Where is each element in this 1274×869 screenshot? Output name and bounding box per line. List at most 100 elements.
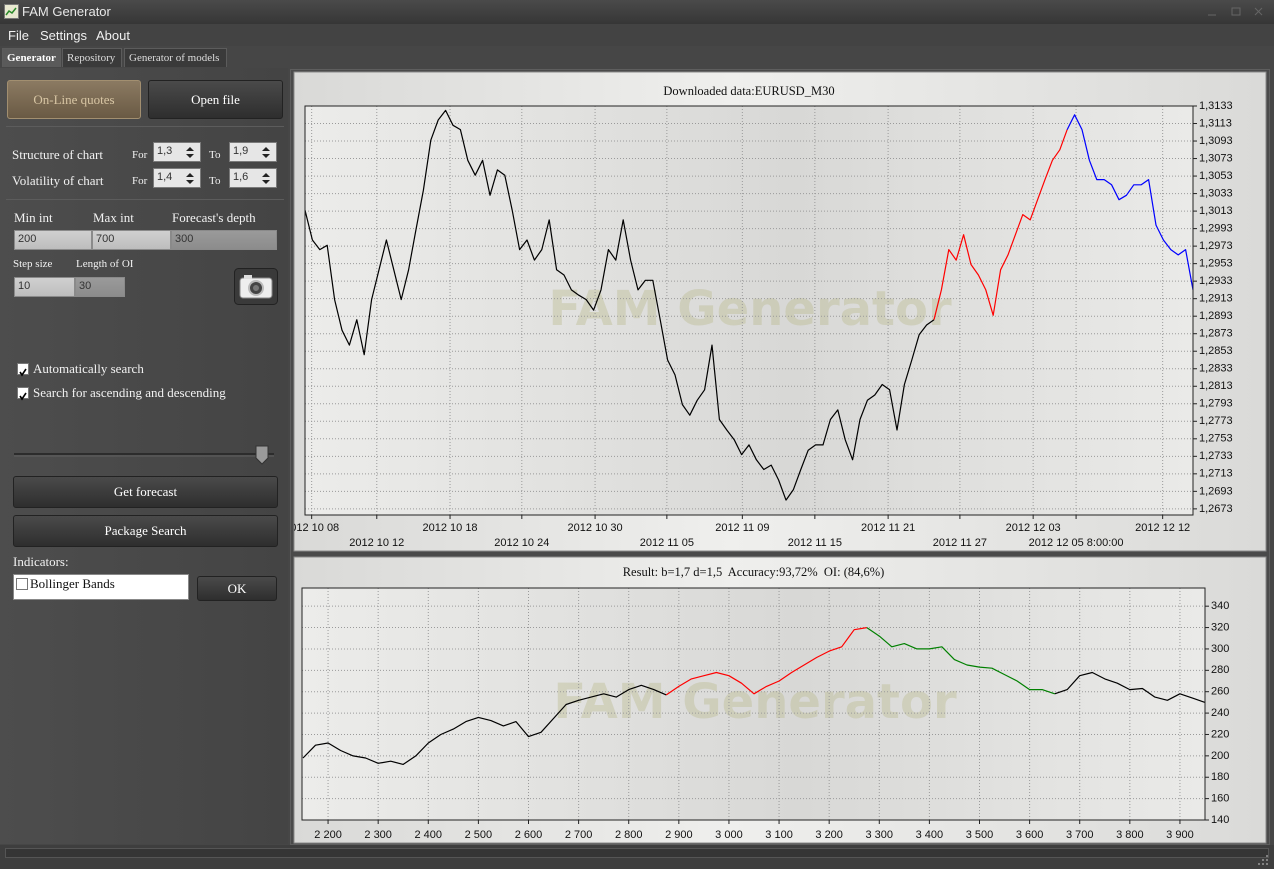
checkbox-label: Bollinger Bands [30,576,115,591]
y-tick-label: 1,3053 [1199,170,1233,182]
x-tick-label: 3 000 [715,829,743,841]
y-tick-label: 1,2893 [1199,310,1233,322]
y-tick-label: 280 [1211,664,1229,676]
x-tick-label: 2012 12 05 8:00:00 [1029,537,1124,549]
x-tick-label: 2 900 [665,829,693,841]
watermark: FAM Generator [548,281,952,337]
checkbox-graphic [17,582,27,592]
x-tick-label: 2012 10 24 [494,537,549,549]
y-tick-label: 1,2793 [1199,398,1233,410]
x-tick-label: 2012 10 08 [290,522,339,534]
tab[interactable]: Repository [62,48,122,67]
y-tick-label: 160 [1211,793,1229,805]
spin-input[interactable]: 1,9 [229,142,277,162]
checkbox-label: Search for ascending and descending [33,385,226,400]
y-tick-label: 1,2933 [1199,275,1233,287]
checkbox[interactable] [17,363,29,377]
progress-bar [5,848,1269,858]
chart-title: Result: b=1,7 d=1,5 Accuracy:93,72% OI: … [623,565,885,579]
text-input[interactable]: 10 [14,277,75,297]
spin-input[interactable]: 1,3 [153,142,201,162]
menu-item[interactable]: Settings [40,28,87,43]
x-tick-label: 2012 12 12 [1135,522,1190,534]
x-tick-label: 3 500 [966,829,994,841]
plot-area [302,588,1205,820]
chart-title: Downloaded data:EURUSD_M30 [663,84,834,98]
slider[interactable] [12,444,278,466]
text-input[interactable]: 700 [92,230,171,250]
tab[interactable]: Generator of models [124,48,227,67]
x-tick-label: 2 300 [364,829,392,841]
checkbox-graphic [19,368,27,377]
price-line [933,129,1068,320]
x-tick-label: 2 500 [465,829,493,841]
online-quotes-button[interactable]: On-Line quotes [7,80,141,119]
text-input[interactable]: 300 [171,230,277,250]
watermark: FAM Generator [553,674,957,730]
x-tick-label: 2 800 [615,829,643,841]
y-tick-label: 1,2753 [1199,433,1233,445]
y-tick-label: 140 [1211,814,1229,826]
label: To [209,149,221,161]
x-tick-label: 2012 11 15 [788,537,842,549]
x-tick-label: 3 800 [1116,829,1144,841]
x-tick-label: 2012 12 03 [1006,522,1061,534]
indicator-list[interactable] [13,574,189,600]
x-tick-label: 2012 11 21 [861,522,915,534]
x-tick-label: 2012 11 27 [933,537,987,549]
window-controls[interactable] [1200,6,1270,18]
menu-item[interactable]: About [96,28,130,43]
label: Structure of chart [12,147,103,162]
resize-grip[interactable] [1256,853,1270,867]
text-input[interactable]: 30 [75,277,125,297]
label: Indicators: [13,554,69,569]
snapshot-button[interactable] [234,268,278,305]
spin-input[interactable]: 1,4 [153,168,201,188]
x-tick-label: 2012 10 12 [349,537,404,549]
app-icon [4,4,19,19]
y-tick-label: 1,2713 [1199,468,1233,480]
checkbox[interactable] [16,578,28,590]
y-tick-label: 220 [1211,728,1229,740]
y-tick-label: 1,2953 [1199,258,1233,270]
x-tick-label: 3 700 [1066,829,1094,841]
menu-item[interactable]: File [8,28,29,43]
y-tick-label: 1,3093 [1199,135,1233,147]
x-tick-label: 2012 11 09 [715,522,769,534]
x-tick-label: 2012 11 05 [640,537,694,549]
y-tick-label: 320 [1211,621,1229,633]
y-tick-label: 1,2973 [1199,240,1233,252]
spin-input[interactable]: 1,6 [229,168,277,188]
label: Volatility of chart [12,173,104,188]
x-tick-label: 3 400 [916,829,944,841]
check-mark [19,392,27,401]
x-tick-label: 3 900 [1166,829,1194,841]
ok-button[interactable]: OK [197,576,277,601]
text-input[interactable]: 200 [14,230,92,250]
y-tick-label: 1,3113 [1199,117,1232,129]
package-search-button[interactable]: Package Search [13,515,278,547]
open-file-button[interactable]: Open file [148,80,283,119]
x-tick-label: 2012 10 18 [423,522,478,534]
y-tick-label: 1,2873 [1199,328,1233,340]
y-tick-label: 300 [1211,643,1229,655]
label: Forecast's depth [172,210,256,225]
y-tick-label: 200 [1211,750,1229,762]
checkbox[interactable] [17,387,29,401]
x-tick-label: 3 300 [866,829,894,841]
price-line [304,109,935,501]
input-value: 1,4 [157,171,173,183]
y-tick-label: 1,3013 [1199,205,1233,217]
price-line [1066,114,1194,291]
charts: Downloaded data:EURUSD_M30 FAM Generator 1… [290,71,1267,844]
x-tick-label: 3 200 [815,829,843,841]
y-tick-label: 260 [1211,686,1229,698]
get-forecast-button[interactable]: Get forecast [13,476,278,508]
tab[interactable]: Generator [2,48,61,67]
y-tick-label: 340 [1211,600,1229,612]
separator [6,126,284,127]
label: For [132,175,148,187]
label: Min int [14,210,53,225]
y-tick-label: 1,2993 [1199,223,1233,235]
